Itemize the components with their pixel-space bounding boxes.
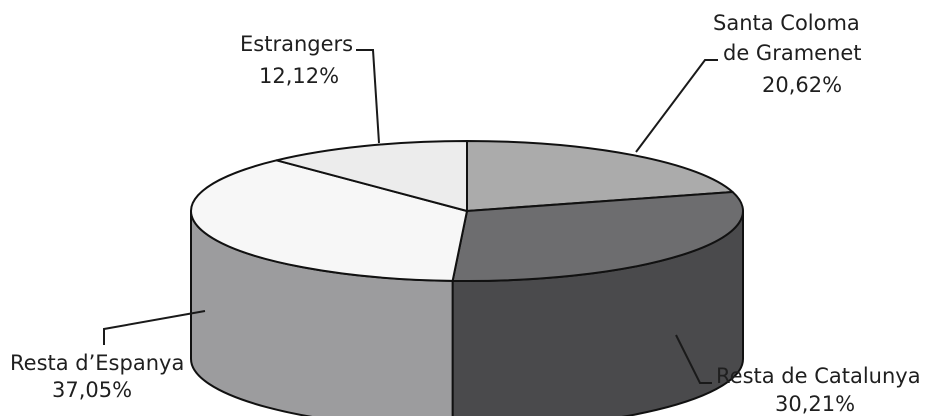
slice-percent-0: 20,62% [762,73,842,97]
leader-line-0 [635,59,718,153]
pie-tops [190,140,744,282]
slice-labels: Santa Coloma de Gramenet 20,62% Resta de Ca… [10,11,921,416]
leader-line-3 [356,49,380,144]
slice-label-0-line-1: de Gramenet [723,41,862,65]
leader-lines [103,49,718,384]
slice-percent-3: 12,12% [259,64,339,88]
slice-label-2-line-0: Resta d’Espanya [10,351,184,375]
slice-top-0 [466,140,734,212]
slice-label-1-line-0: Resta de Catalunya [716,364,921,388]
slice-top-1 [451,190,744,282]
leader-line-2 [103,310,206,345]
slice-label-3-line-0: Estrangers [240,32,353,56]
slice-label-0-line-0: Santa Coloma [713,11,860,35]
pie-sides [190,210,744,416]
slice-top-3 [275,140,468,212]
leader-line-1 [675,334,712,384]
slice-percent-2: 37,05% [52,378,132,402]
slice-percent-1: 30,21% [775,392,855,416]
slice-top-2 [190,159,468,282]
